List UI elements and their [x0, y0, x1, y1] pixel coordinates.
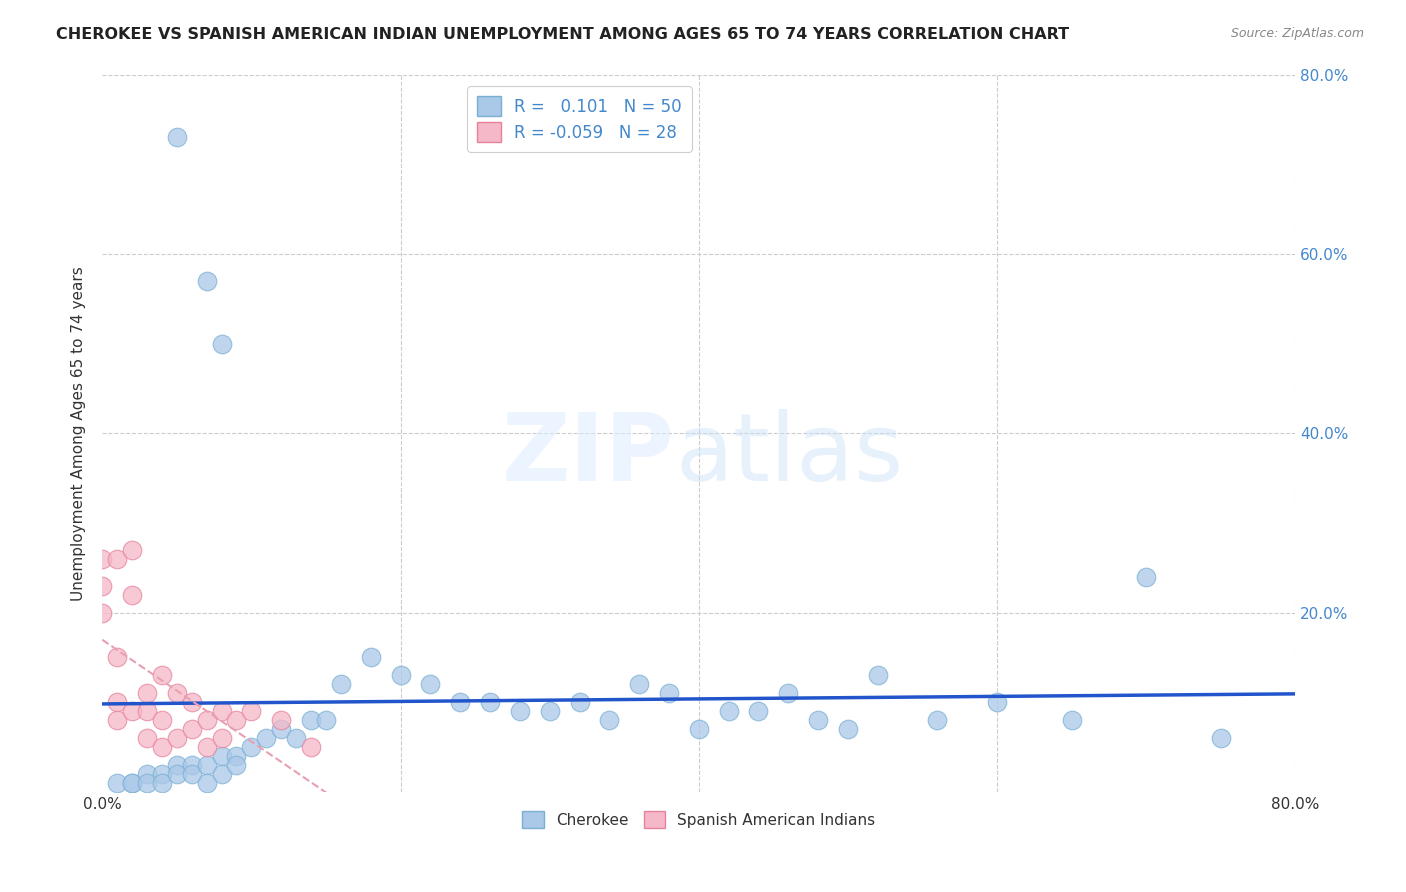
Point — [449, 695, 471, 709]
Point — [121, 588, 143, 602]
Point — [270, 713, 292, 727]
Point — [91, 606, 114, 620]
Point — [166, 130, 188, 145]
Point — [986, 695, 1008, 709]
Point — [1209, 731, 1232, 746]
Point — [150, 668, 173, 682]
Point — [180, 767, 202, 781]
Point — [180, 758, 202, 772]
Point — [270, 722, 292, 736]
Point — [195, 740, 218, 755]
Legend: Cherokee, Spanish American Indians: Cherokee, Spanish American Indians — [516, 805, 882, 835]
Point — [105, 776, 128, 790]
Point — [254, 731, 277, 746]
Point — [166, 731, 188, 746]
Point — [136, 686, 159, 700]
Text: Source: ZipAtlas.com: Source: ZipAtlas.com — [1230, 27, 1364, 40]
Point — [329, 677, 352, 691]
Point — [211, 336, 233, 351]
Point — [91, 579, 114, 593]
Point — [150, 767, 173, 781]
Point — [225, 749, 247, 764]
Point — [717, 704, 740, 718]
Point — [568, 695, 591, 709]
Point — [105, 650, 128, 665]
Point — [211, 731, 233, 746]
Point — [299, 740, 322, 755]
Text: CHEROKEE VS SPANISH AMERICAN INDIAN UNEMPLOYMENT AMONG AGES 65 TO 74 YEARS CORRE: CHEROKEE VS SPANISH AMERICAN INDIAN UNEM… — [56, 27, 1070, 42]
Point — [658, 686, 681, 700]
Point — [598, 713, 620, 727]
Point — [778, 686, 800, 700]
Point — [150, 713, 173, 727]
Point — [150, 776, 173, 790]
Point — [479, 695, 502, 709]
Point — [195, 758, 218, 772]
Point — [628, 677, 651, 691]
Point — [195, 776, 218, 790]
Point — [225, 758, 247, 772]
Point — [105, 713, 128, 727]
Point — [136, 704, 159, 718]
Point — [360, 650, 382, 665]
Point — [121, 542, 143, 557]
Point — [419, 677, 441, 691]
Point — [315, 713, 337, 727]
Point — [121, 776, 143, 790]
Point — [91, 551, 114, 566]
Point — [866, 668, 889, 682]
Point — [121, 704, 143, 718]
Point — [240, 704, 263, 718]
Point — [180, 722, 202, 736]
Point — [225, 713, 247, 727]
Text: ZIP: ZIP — [502, 409, 675, 500]
Y-axis label: Unemployment Among Ages 65 to 74 years: Unemployment Among Ages 65 to 74 years — [72, 266, 86, 600]
Point — [105, 551, 128, 566]
Point — [195, 713, 218, 727]
Point — [211, 749, 233, 764]
Point — [166, 767, 188, 781]
Point — [211, 704, 233, 718]
Point — [150, 740, 173, 755]
Point — [105, 695, 128, 709]
Point — [747, 704, 769, 718]
Point — [195, 274, 218, 288]
Point — [1135, 570, 1157, 584]
Point — [837, 722, 859, 736]
Point — [285, 731, 308, 746]
Point — [1060, 713, 1083, 727]
Point — [136, 776, 159, 790]
Point — [166, 758, 188, 772]
Point — [166, 686, 188, 700]
Point — [927, 713, 949, 727]
Point — [180, 695, 202, 709]
Point — [299, 713, 322, 727]
Point — [389, 668, 412, 682]
Point — [807, 713, 830, 727]
Point — [538, 704, 561, 718]
Text: atlas: atlas — [675, 409, 903, 500]
Point — [121, 776, 143, 790]
Point — [136, 731, 159, 746]
Point — [136, 767, 159, 781]
Point — [211, 767, 233, 781]
Point — [688, 722, 710, 736]
Point — [240, 740, 263, 755]
Point — [509, 704, 531, 718]
